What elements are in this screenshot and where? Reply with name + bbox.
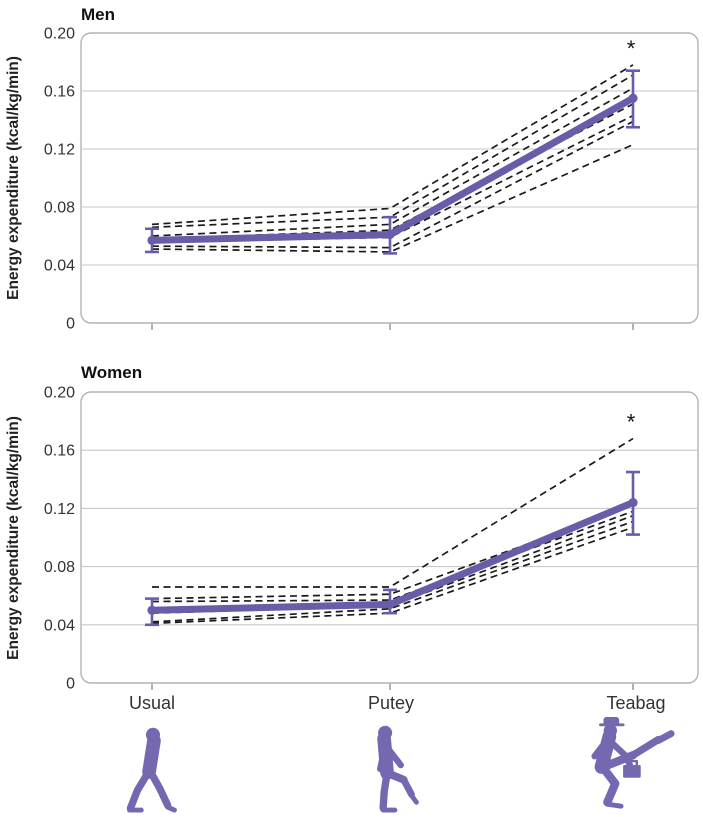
y-tick-label: 0.20: [44, 385, 75, 402]
individual-series-line: [152, 437, 634, 588]
back-leg: [146, 767, 172, 809]
lifted-shin: [400, 776, 415, 798]
mean-point: [147, 235, 157, 245]
plot-frame: [80, 32, 699, 324]
individual-series-line: [151, 143, 634, 253]
front-leg: [126, 767, 153, 812]
individual-series-line: [151, 120, 634, 249]
mean-point: [628, 497, 638, 508]
panel-title-men: Men: [81, 5, 115, 24]
x-label-usual: Usual: [128, 693, 176, 713]
y-tick-label: 0.16: [44, 84, 75, 101]
significance-asterisk: *: [627, 410, 636, 435]
y-tick-label: 0.04: [44, 258, 75, 275]
mean-point: [385, 599, 395, 610]
energy-expenditure-chart: 0.200.160.120.080.040*0.200.160.120.080.…: [44, 26, 699, 693]
arm: [143, 744, 156, 774]
kicked-boot: [654, 730, 675, 744]
y-tick-label: 0.08: [44, 559, 75, 576]
x-label-putey: Putey: [367, 693, 415, 713]
y-tick-label: 0.08: [44, 200, 75, 217]
y-tick-label: 0.20: [44, 26, 75, 43]
briefcase: [623, 765, 641, 778]
usual-walk-silhouette: [126, 727, 177, 813]
individual-series-line: [151, 114, 634, 243]
y-axis-label-women: Energy expenditure (kcal/kg/min): [5, 416, 22, 660]
individual-series-line: [151, 74, 634, 229]
individual-series-line: [151, 64, 634, 226]
y-tick-label: 0: [66, 676, 75, 693]
y-tick-label: 0.16: [44, 443, 75, 460]
mean-point: [385, 229, 395, 240]
panel-women: 0.20 0.16 0.12 0.08 0.04 0 *: [44, 385, 699, 693]
y-tick-label: 0.12: [44, 501, 75, 518]
mean-point: [147, 605, 157, 615]
putey-walk-silhouette: [377, 725, 419, 813]
y-tick-label: 0.12: [44, 142, 75, 159]
back-arm: [377, 742, 389, 773]
briefcase-handle: [628, 759, 639, 767]
front-arm: [383, 744, 404, 769]
standing-foot: [604, 801, 624, 809]
lifted-foot: [409, 792, 419, 805]
kicked-thigh: [599, 751, 638, 772]
back-foot: [165, 804, 177, 813]
panel-men: 0.20 0.16 0.12 0.08 0.04 0 *: [44, 26, 699, 333]
y-tick-label: 0: [66, 316, 75, 333]
kicked-shin: [629, 735, 663, 759]
panel-title-women: Women: [81, 363, 143, 382]
significance-asterisk: *: [627, 36, 636, 61]
teabag-walk-silhouette: [591, 716, 675, 809]
back-arm: [591, 736, 611, 760]
y-axis-label-men: Energy expenditure (kcal/kg/min): [5, 56, 22, 300]
standing-leg: [598, 762, 620, 807]
mean-point: [628, 93, 638, 103]
y-tick-label: 0.04: [44, 617, 75, 634]
standing-leg: [379, 769, 391, 812]
x-label-teabag: Teabag: [606, 693, 666, 713]
